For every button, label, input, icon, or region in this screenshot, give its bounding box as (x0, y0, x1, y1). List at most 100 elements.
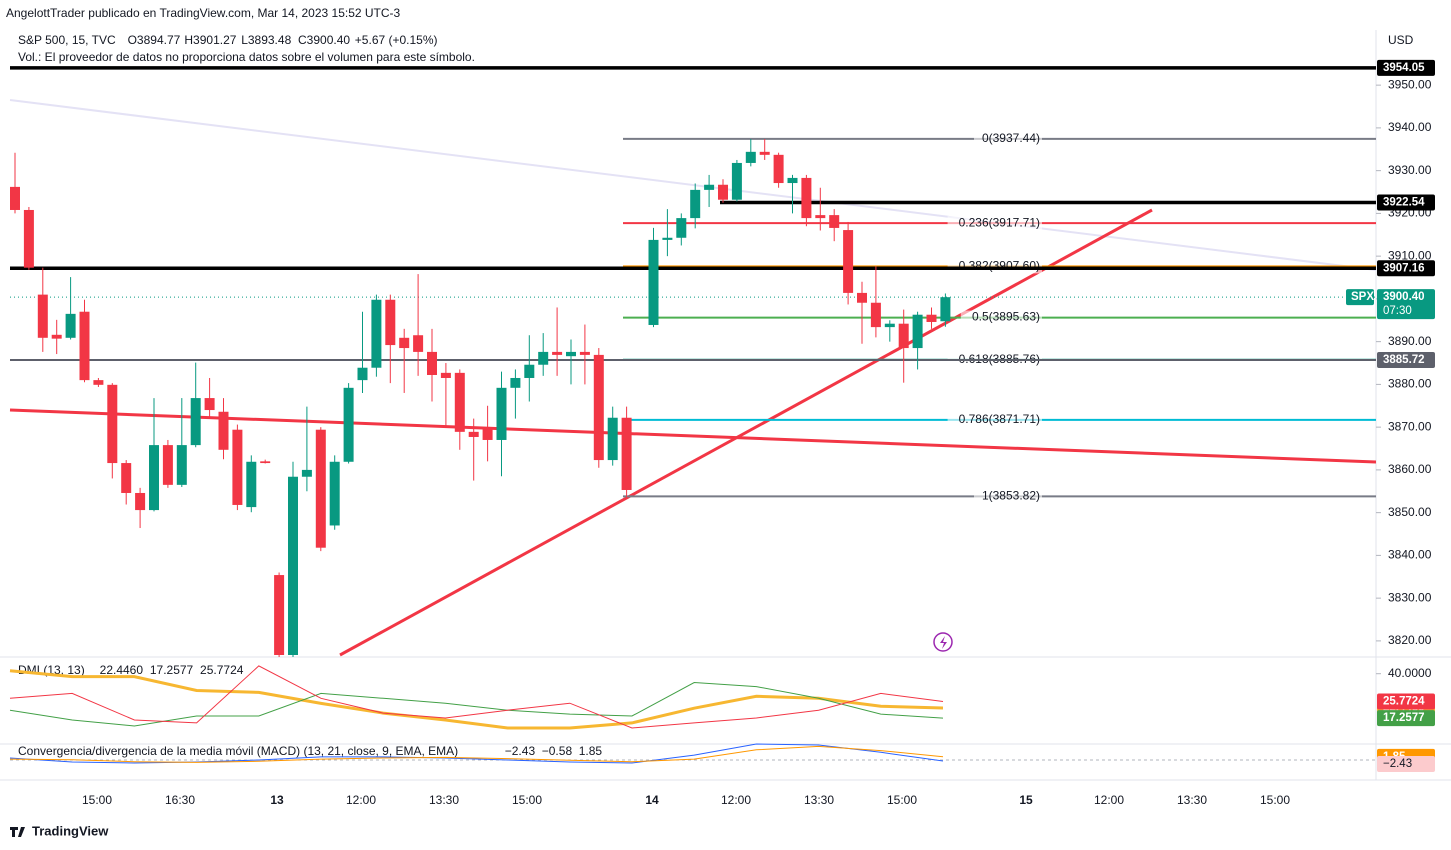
legend-value: −0.58 (542, 744, 573, 758)
candle-body (566, 351, 576, 357)
trend-line (9, 408, 1376, 464)
candle-body (246, 461, 257, 508)
legend-value: −2.43 (505, 744, 536, 758)
level-tag: 3922.54 (1383, 197, 1425, 209)
legend-value: 25.7724 (200, 663, 244, 677)
fib-label-bg (974, 489, 1042, 504)
x-tick-label: 14 (645, 793, 659, 807)
x-tick-label: 15 (1019, 793, 1033, 807)
candle-body (427, 351, 437, 375)
candle-body (593, 354, 604, 461)
countdown: 07:30 (1383, 305, 1412, 317)
fib-label: 0(3937.44) (982, 131, 1040, 145)
legend-text: S&P 500, 15, TVC (18, 33, 116, 47)
candle-body (65, 313, 76, 338)
x-tick-label: 12:00 (346, 793, 376, 807)
x-tick-label: 12:00 (721, 793, 751, 807)
x-tick-label: 13:30 (1177, 793, 1207, 807)
y-tick-label: 3860.00 (1388, 462, 1432, 476)
legend-value: 1.85 (579, 744, 603, 758)
y-tick-label: 3940.00 (1388, 120, 1432, 134)
candle-body (329, 461, 340, 526)
candle-body (274, 575, 285, 655)
candle-body (315, 429, 326, 548)
candle-body (121, 463, 132, 493)
histogram-tag: −2.43 (1383, 758, 1412, 770)
candle-body (912, 314, 923, 349)
y-tick-label: 3910.00 (1388, 248, 1432, 262)
candle-body (510, 377, 521, 388)
x-tick-label: 16:30 (165, 793, 195, 807)
fib-label: 0.236(3917.71) (959, 215, 1040, 229)
candle-body (204, 398, 215, 411)
x-tick-label: 15:00 (512, 793, 542, 807)
candle-body (301, 469, 312, 477)
x-tick-label: 13 (270, 793, 284, 807)
candle-body (718, 184, 728, 200)
candle-body (371, 299, 382, 368)
candle-body (135, 492, 146, 511)
currency: USD (1388, 33, 1414, 47)
candle-body (704, 184, 715, 190)
candle-body (107, 384, 118, 464)
candle-body (218, 411, 229, 450)
candle-body (829, 215, 840, 228)
candle-body (37, 294, 48, 338)
fib-label-bg (947, 216, 1042, 231)
indicator-line (9, 745, 944, 763)
candle-body (385, 299, 396, 346)
level-tag-bg (1377, 351, 1435, 368)
candle-body (870, 302, 881, 328)
candle-body (621, 417, 632, 490)
price-pane: 0(3937.44) 0.236(3917.71) 0.382(3907.60) 0.… (10, 66, 1376, 657)
x-tick-label: 13:30 (429, 793, 459, 807)
value-tag: 17.2577 (1383, 712, 1425, 724)
legend-value: 22.4460 (100, 663, 144, 677)
candle-body (884, 323, 895, 328)
candle-body (343, 387, 354, 462)
fib-label: 0.786(3871.71) (959, 412, 1040, 426)
candle-body (759, 151, 770, 155)
last-price: 3900.40 (1383, 291, 1425, 303)
candle-body (524, 364, 535, 378)
level-tag-bg (1377, 260, 1435, 277)
y-tick-label: 40.0000 (1388, 666, 1432, 680)
value-tag-bg (1377, 693, 1435, 710)
tv-logo: TradingView (10, 823, 109, 838)
symbol-tag: SPX (1351, 291, 1374, 303)
level-tag: 3885.72 (1383, 354, 1425, 366)
trend-line (339, 208, 1153, 657)
drawings (9, 99, 1376, 657)
candle-body (288, 476, 298, 655)
symbol-tag-bg (1346, 289, 1374, 306)
x-tick-label: 15:00 (887, 793, 917, 807)
y-tick-label: 3840.00 (1388, 548, 1432, 562)
candle-body (898, 323, 909, 349)
fib-label-bg (947, 412, 1042, 427)
candle-body (468, 431, 479, 437)
indicator-line (9, 669, 944, 730)
fib-label-bg (960, 310, 1042, 325)
fib-label: 0.382(3907.60) (959, 259, 1040, 273)
candle-body (648, 239, 659, 325)
pane-title: Convergencia/divergencia de la media móv… (18, 744, 458, 758)
level-tag-bg (1377, 194, 1435, 211)
candle-body (232, 429, 243, 505)
candle-body (787, 177, 798, 184)
y-tick-label: 3930.00 (1388, 163, 1432, 177)
footer: TradingView (32, 823, 109, 838)
level-tag: 3954.05 (1383, 62, 1425, 74)
candle-body (357, 367, 368, 381)
level-tag-bg (1377, 59, 1435, 76)
candle-body (857, 292, 867, 303)
candle-body (162, 445, 173, 485)
alert-icon (933, 632, 953, 652)
candle-body (676, 218, 687, 238)
y-tick-label: 3950.00 (1388, 77, 1432, 91)
y-tick-label: 3830.00 (1388, 590, 1432, 604)
candle-body (552, 351, 563, 355)
candle-body (260, 461, 271, 464)
candle-body (149, 445, 159, 511)
